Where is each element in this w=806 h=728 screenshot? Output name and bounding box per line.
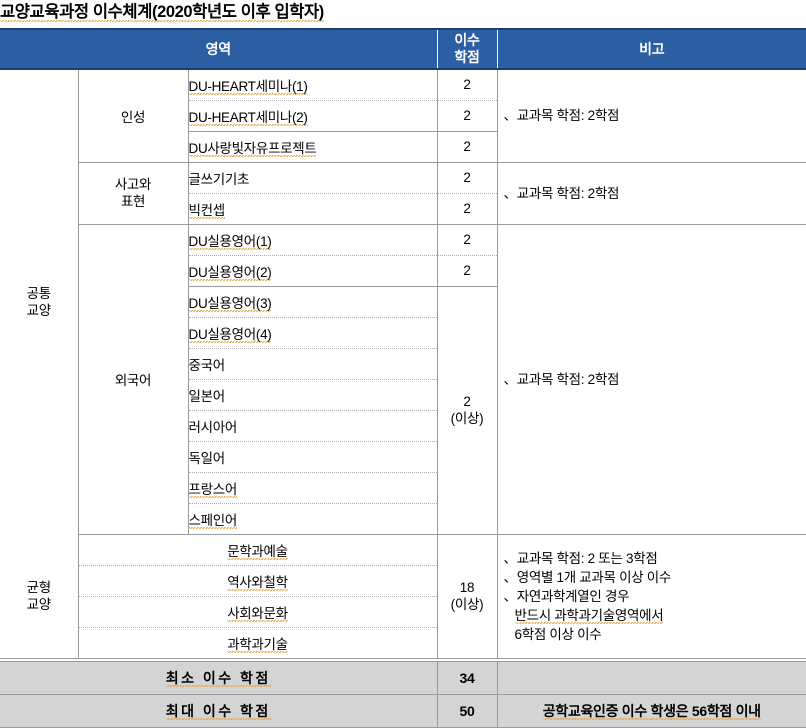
category-balance-line2: 교양 xyxy=(0,596,78,613)
remark-balance: 、교과목 학점: 2 또는 3학점 、영역별 1개 교과목 이상 이수 、자연과… xyxy=(497,534,806,658)
header-credits: 이수 학점 xyxy=(437,29,497,69)
category-balance: 균형 교양 xyxy=(0,534,78,658)
remark-line: 반드시 과학과기술영역에서 xyxy=(504,606,806,625)
balance-credit-line2: (이상) xyxy=(438,596,497,613)
category-common-line2: 교양 xyxy=(0,302,78,319)
course-credit: 2 xyxy=(437,193,497,224)
course-name: 글쓰기기초 xyxy=(188,162,437,193)
curriculum-table: 영역 이수 학점 비고 공통 교양 인성 DU-HEART세미나(1) 2 、교… xyxy=(0,28,806,728)
course-name: DU실용영어(3) xyxy=(188,286,437,317)
course-name: 러시아어 xyxy=(188,410,437,441)
course-name: DU-HEART세미나(2) xyxy=(188,100,437,131)
summary-min-note xyxy=(497,661,806,694)
summary-min-label: 최소 이수 학점 xyxy=(0,661,437,694)
remark-line: 、교과목 학점: 2학점 xyxy=(504,370,806,389)
course-credit: 2 xyxy=(437,131,497,162)
balance-course-name: 역사와철학 xyxy=(78,565,437,596)
course-credit: 2 xyxy=(437,162,497,193)
summary-row-max: 최대 이수 학점 50 공학교육인증 이수 학생은 56학점 이내 xyxy=(0,694,806,727)
course-credit: 2 xyxy=(437,255,497,286)
balance-credit: 18 (이상) xyxy=(437,534,497,658)
header-area: 영역 xyxy=(0,29,437,69)
summary-max-note: 공학교육인증 이수 학생은 56학점 이내 xyxy=(497,694,806,727)
group-sago-line2: 표현 xyxy=(79,193,188,210)
balance-course-name: 과학과기술 xyxy=(78,627,437,658)
group-credit-foreign: 2 (이상) xyxy=(437,286,497,534)
header-remarks: 비고 xyxy=(497,29,806,69)
remark-line: 、교과목 학점: 2학점 xyxy=(504,184,806,203)
table-row: 공통 교양 인성 DU-HEART세미나(1) 2 、교과목 학점: 2학점 xyxy=(0,69,806,100)
header-credits-line1: 이수 xyxy=(438,32,497,49)
table-row: 사고와 표현 글쓰기기초 2 、교과목 학점: 2학점 xyxy=(0,162,806,193)
category-common: 공통 교양 xyxy=(0,69,78,534)
course-name: DU사랑빛자유프로젝트 xyxy=(188,131,437,162)
table-body: 공통 교양 인성 DU-HEART세미나(1) 2 、교과목 학점: 2학점 D… xyxy=(0,69,806,727)
table-row: 균형 교양 문학과예술 18 (이상) 、교과목 학점: 2 또는 3학점 、영… xyxy=(0,534,806,565)
course-name: DU-HEART세미나(1) xyxy=(188,69,437,100)
remark-line: 、교과목 학점: 2 또는 3학점 xyxy=(504,549,806,568)
page-title-text: 교양교육과정 이수체계(2020학년도 이후 입학자) xyxy=(0,3,324,22)
balance-course-name: 사회와문화 xyxy=(78,596,437,627)
course-name: 스페인어 xyxy=(188,503,437,534)
category-common-line1: 공통 xyxy=(0,285,78,302)
course-name: 일본어 xyxy=(188,379,437,410)
summary-min-credit: 34 xyxy=(437,661,497,694)
balance-course-name: 문학과예술 xyxy=(78,534,437,565)
group-foreign-label: 외국어 xyxy=(78,224,188,534)
remark-line: 、교과목 학점: 2학점 xyxy=(504,106,806,125)
header-credits-line2: 학점 xyxy=(438,49,497,66)
course-credit: 2 xyxy=(437,69,497,100)
table-header: 영역 이수 학점 비고 xyxy=(0,29,806,69)
summary-max-credit: 50 xyxy=(437,694,497,727)
course-name: 독일어 xyxy=(188,441,437,472)
remark-line: 、자연과학계열인 경우 xyxy=(504,587,806,606)
group-credit-line1: 2 xyxy=(438,393,497,410)
course-name: DU실용영어(2) xyxy=(188,255,437,286)
group-insung-label: 인성 xyxy=(78,69,188,162)
course-name: 빅컨셉 xyxy=(188,193,437,224)
remark-line: 6학점 이상 이수 xyxy=(504,625,806,644)
remark-insung: 、교과목 학점: 2학점 xyxy=(497,69,806,162)
course-credit: 2 xyxy=(437,100,497,131)
table-row: 외국어 DU실용영어(1) 2 、교과목 학점: 2학점 xyxy=(0,224,806,255)
category-balance-line1: 균형 xyxy=(0,579,78,596)
remark-line: 、영역별 1개 교과목 이상 이수 xyxy=(504,568,806,587)
balance-credit-line1: 18 xyxy=(438,579,497,596)
course-credit: 2 xyxy=(437,224,497,255)
page-title: 교양교육과정 이수체계(2020학년도 이후 입학자) xyxy=(0,0,324,25)
group-sago-line1: 사고와 xyxy=(79,176,188,193)
remark-foreign: 、교과목 학점: 2학점 xyxy=(497,224,806,534)
course-name: DU실용영어(4) xyxy=(188,317,437,348)
group-credit-line2: (이상) xyxy=(438,410,497,427)
course-name: DU실용영어(1) xyxy=(188,224,437,255)
group-sago-label: 사고와 표현 xyxy=(78,162,188,224)
summary-row-min: 최소 이수 학점 34 xyxy=(0,661,806,694)
course-name: 중국어 xyxy=(188,348,437,379)
course-name: 프랑스어 xyxy=(188,472,437,503)
remark-sago: 、교과목 학점: 2학점 xyxy=(497,162,806,224)
summary-max-label: 최대 이수 학점 xyxy=(0,694,437,727)
